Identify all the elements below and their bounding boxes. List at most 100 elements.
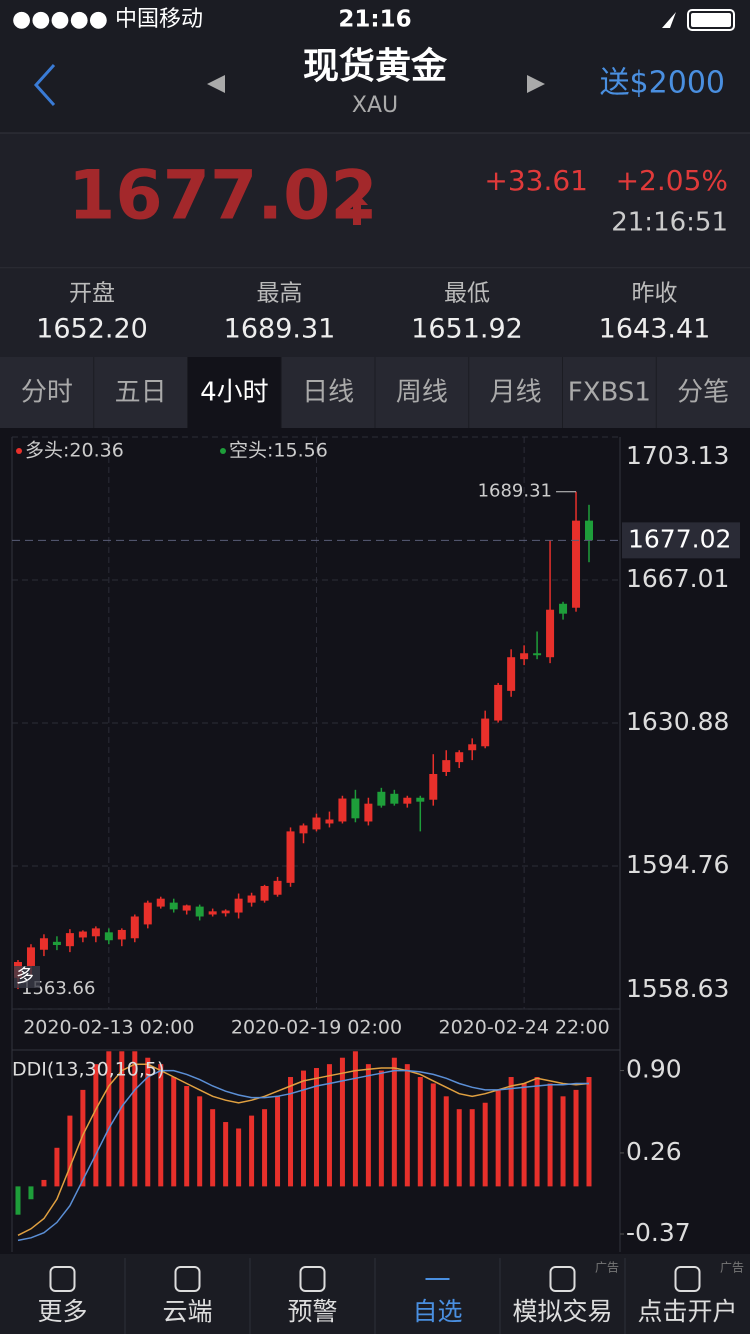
stat-label: 昨收 — [632, 281, 678, 307]
ddi-bar — [275, 1096, 281, 1187]
stat-value: 1689.31 — [224, 314, 336, 345]
candle-body — [351, 798, 360, 819]
location-icon — [662, 12, 676, 28]
nav-label[interactable]: 自选 — [412, 1297, 462, 1326]
candle-body — [442, 760, 451, 773]
candle-body — [377, 791, 386, 806]
prev-button[interactable] — [207, 75, 225, 93]
ddi-bar — [560, 1096, 566, 1187]
price: 1677.02 — [68, 157, 378, 236]
ddi-bar — [469, 1109, 475, 1187]
nav-label[interactable]: 云端 — [162, 1297, 212, 1326]
candle-body — [273, 880, 282, 895]
top-bar-bg — [0, 0, 750, 133]
candle-body — [325, 819, 334, 824]
nav-icon — [49, 1266, 76, 1292]
ddi-bar — [119, 1051, 125, 1187]
stats-bg — [0, 269, 750, 357]
signal: 多 — [16, 966, 34, 987]
next-button[interactable] — [527, 75, 545, 93]
ddi-bar — [145, 1057, 151, 1187]
title: 现货黄金 — [303, 45, 448, 87]
up-arrow — [346, 193, 368, 225]
carrier: ●●●●● 中国移动 — [12, 7, 203, 32]
candle-body — [559, 603, 568, 614]
ddi-bar — [352, 1051, 358, 1187]
candle-body — [494, 684, 503, 721]
ddi-line — [17, 1069, 589, 1242]
ddi-bar — [365, 1064, 371, 1187]
tab[interactable]: 分时 — [21, 378, 73, 408]
nav-icon — [549, 1266, 576, 1292]
candle-body — [520, 653, 529, 660]
tab[interactable]: FXBS1 — [568, 378, 651, 408]
last-price-label: 1677.02 — [628, 524, 731, 553]
ddi-bar — [404, 1064, 410, 1187]
ddi-bar — [521, 1083, 527, 1187]
y-tick-label: 1630.88 — [626, 707, 729, 736]
candle-body — [26, 947, 35, 966]
promo[interactable]: 送$2000 — [600, 66, 725, 101]
nav-label[interactable]: 点击开户 — [637, 1297, 737, 1326]
x-tick-label: 2020-02-13 02:00 — [23, 1017, 194, 1039]
ddi-bar — [508, 1077, 514, 1187]
ddi-bar — [158, 1064, 164, 1187]
tab[interactable]: 周线 — [396, 378, 448, 408]
nav-label[interactable]: 更多 — [37, 1297, 87, 1326]
back-button[interactable] — [33, 63, 56, 107]
signal-chip — [14, 966, 40, 988]
ddi-bar — [197, 1096, 203, 1187]
ddi-bar — [586, 1077, 592, 1187]
legend-dot — [220, 448, 226, 454]
ddi-bar — [339, 1057, 345, 1187]
tab[interactable]: 五日 — [115, 378, 167, 408]
tab[interactable]: 月线 — [490, 378, 542, 408]
tab[interactable]: 4小时 — [200, 378, 269, 408]
y-tick-label: 1594.76 — [626, 850, 729, 879]
candle-body — [364, 803, 373, 822]
ddi-bar — [495, 1089, 501, 1187]
ad-label: 广告 — [720, 1261, 744, 1275]
candle-body — [156, 898, 165, 907]
candle-body — [143, 902, 152, 925]
candle-body — [260, 886, 269, 901]
ddi-bar — [80, 1089, 86, 1187]
ddi-bar — [547, 1083, 553, 1187]
candle-body — [182, 905, 191, 911]
y-tick-label: 1703.13 — [626, 441, 729, 470]
battery — [687, 9, 735, 31]
nav-label[interactable]: 模拟交易 — [512, 1297, 612, 1326]
candle-body — [78, 931, 87, 938]
y-tick-label: 0.26 — [626, 1137, 682, 1166]
ddi-bar — [106, 1051, 112, 1187]
ddi-bar — [430, 1083, 436, 1187]
tab-active-bg — [187, 357, 282, 428]
ddi-bar — [132, 1051, 138, 1187]
quote-time: 21:16:51 — [611, 208, 728, 238]
candle-body — [390, 793, 399, 804]
x-tick-label: 2020-02-24 22:00 — [439, 1017, 610, 1039]
ddi-bar — [15, 1186, 21, 1215]
legend-short: 空头:15.56 — [229, 440, 328, 462]
candle-body — [169, 902, 178, 910]
nav-icon — [299, 1266, 326, 1292]
stat-label: 开盘 — [69, 281, 115, 307]
ddi-bar — [417, 1077, 423, 1187]
ddi-bar — [54, 1147, 60, 1187]
candle-body — [585, 520, 593, 541]
tab[interactable]: 日线 — [302, 378, 354, 408]
candle-body — [468, 744, 477, 751]
candle-body — [299, 825, 308, 834]
ddi-bar — [378, 1070, 384, 1187]
stat-value: 1643.41 — [599, 314, 711, 345]
candle-body — [117, 929, 126, 940]
max-label: 1689.31 — [478, 481, 552, 502]
tab[interactable]: 分笔 — [677, 378, 729, 408]
nav-label[interactable]: 预警 — [287, 1297, 337, 1326]
candle-body — [104, 932, 113, 941]
candle-body — [221, 910, 230, 914]
y-tick-label: -0.37 — [626, 1218, 691, 1247]
ddi-bar — [28, 1186, 34, 1200]
